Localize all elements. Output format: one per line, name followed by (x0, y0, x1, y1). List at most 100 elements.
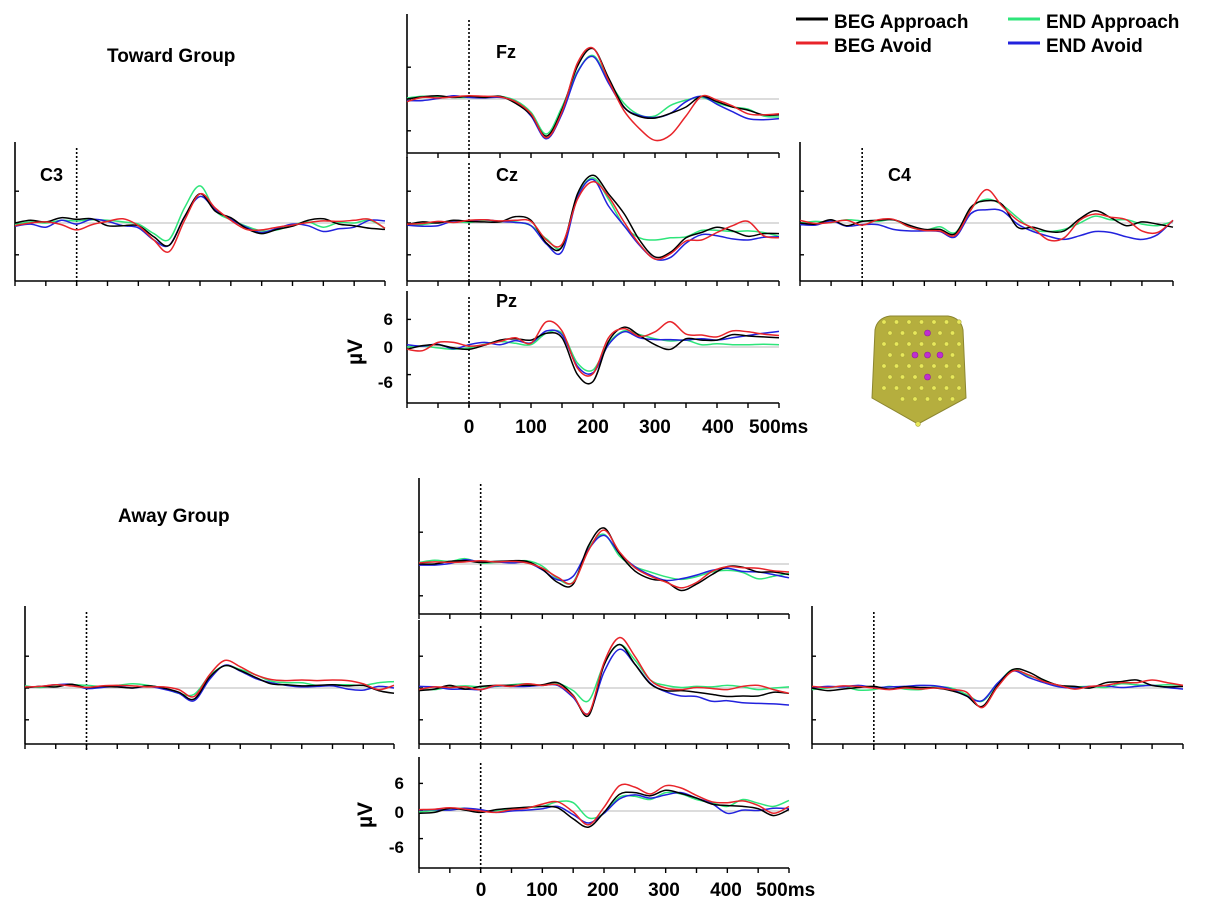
y-tick-bottom-0: 0 (395, 803, 404, 822)
electrode (956, 341, 962, 347)
electrode (943, 341, 949, 347)
electrode (918, 363, 924, 369)
series-line-away-pz-beg-avoid (418, 783, 790, 826)
erp-panel-away-pz (418, 757, 790, 874)
legend-label-beg-approach: BEG Approach (834, 12, 968, 33)
series-line-away-fz-end-avoid (418, 534, 790, 582)
y-tick-bottom-6: 6 (395, 774, 404, 793)
series-line-away-fz-beg-avoid (418, 529, 790, 589)
electrode (899, 396, 905, 402)
erp-panels: Fz C3 Cz C4 Pz (14, 14, 1184, 874)
y-tick-top-0: 0 (384, 338, 393, 357)
x-tick-top-200: 200 (577, 417, 609, 438)
series-line-away-cz-end-avoid (418, 648, 790, 715)
electrode (918, 341, 924, 347)
electrode (943, 363, 949, 369)
x-tick-top-500: 500ms (749, 417, 808, 438)
series-line-toward-c4-end-approach (799, 198, 1174, 234)
series-line-away-c3-end-avoid (24, 664, 395, 702)
series-line-toward-fz-end-avoid (406, 55, 780, 140)
electrode (931, 385, 937, 391)
series-line-toward-c4-beg-avoid (799, 188, 1174, 242)
electrode (881, 385, 887, 391)
x-tick-top-300: 300 (639, 417, 671, 438)
x-tick-bottom-0: 0 (476, 880, 487, 901)
electrode (931, 341, 937, 347)
electrode (881, 319, 887, 325)
electrode (924, 396, 930, 402)
series-line-away-cz-beg-avoid (418, 636, 790, 716)
x-tick-bottom-200: 200 (587, 880, 619, 901)
electrode (906, 341, 912, 347)
channel-label-toward-c4: C4 (888, 165, 911, 185)
series-line-toward-cz-beg-approach (406, 174, 780, 259)
electrode-highlight (924, 329, 931, 337)
electrode (912, 330, 918, 336)
electrode (912, 374, 918, 380)
electrode (887, 374, 893, 380)
y-axis-label-top: µV (344, 339, 367, 365)
electrode (949, 330, 955, 336)
series-line-toward-pz-end-avoid (406, 329, 780, 375)
series-line-toward-cz-end-approach (406, 177, 780, 250)
erp-panel-away-c4 (811, 606, 1184, 750)
series-line-away-c3-beg-approach (24, 664, 395, 701)
erp-panel-toward-fz: Fz (406, 14, 780, 159)
group-title-toward: Toward Group (107, 46, 235, 67)
electrode-highlight (924, 351, 931, 359)
channel-label-toward-pz: Pz (496, 291, 517, 311)
erp-panel-toward-c4: C4 (799, 142, 1174, 287)
series-line-toward-pz-end-approach (406, 329, 780, 372)
erp-panel-away-fz (418, 478, 790, 620)
electrode (906, 319, 912, 325)
legend: BEG Approach BEG Avoid END Approach END … (796, 12, 1179, 57)
electrode (956, 319, 962, 325)
series-line-toward-cz-beg-avoid (406, 180, 780, 261)
y-tick-top-minus6: -6 (378, 373, 393, 392)
series-line-toward-pz-beg-avoid (406, 320, 780, 377)
electrode (956, 385, 962, 391)
electrode-highlight (911, 351, 919, 359)
y-tick-top-6: 6 (384, 310, 393, 329)
x-tick-top-400: 400 (702, 417, 734, 438)
y-axis-label-bottom: µV (354, 802, 377, 828)
x-tick-bottom-500: 500ms (756, 880, 815, 901)
x-tick-bottom-100: 100 (526, 880, 558, 901)
electrode-highlight (924, 373, 931, 381)
channel-label-toward-fz: Fz (496, 42, 516, 62)
x-tick-top-100: 100 (515, 417, 547, 438)
series-line-toward-fz-beg-avoid (406, 46, 780, 142)
series-line-away-cz-beg-approach (418, 643, 790, 718)
electrode (937, 330, 943, 336)
electrode-cap-head-icon (871, 315, 967, 427)
electrode (937, 396, 943, 402)
erp-panel-toward-c3: C3 (14, 142, 386, 287)
legend-item-beg-approach: BEG Approach (796, 12, 968, 33)
series-line-away-pz-beg-approach (418, 789, 790, 828)
electrode (899, 352, 905, 358)
electrode (899, 374, 905, 380)
x-tick-bottom-400: 400 (710, 880, 742, 901)
erp-panel-toward-cz: Cz (406, 157, 780, 287)
electrode (906, 363, 912, 369)
series-line-toward-c3-end-approach (14, 185, 386, 242)
series-line-away-c4-beg-approach (811, 667, 1184, 708)
electrode (949, 374, 955, 380)
erp-panel-toward-pz: Pz (406, 291, 780, 409)
electrode (943, 319, 949, 325)
electrode-dots (881, 319, 962, 427)
channel-label-toward-c3: C3 (40, 165, 63, 185)
electrode (937, 374, 943, 380)
legend-label-end-approach: END Approach (1046, 12, 1179, 33)
electrode (931, 319, 937, 325)
electrode (906, 385, 912, 391)
series-line-toward-c3-end-avoid (14, 195, 386, 248)
electrode (918, 385, 924, 391)
erp-panel-away-cz (418, 620, 790, 750)
series-line-away-fz-beg-approach (418, 527, 790, 592)
x-axis-ticks-top: 0 100 200 300 400 500ms (464, 417, 808, 438)
electrode (949, 396, 955, 402)
series-line-toward-c3-beg-avoid (14, 192, 386, 253)
electrode (887, 330, 893, 336)
legend-item-end-avoid: END Avoid (1008, 36, 1143, 57)
